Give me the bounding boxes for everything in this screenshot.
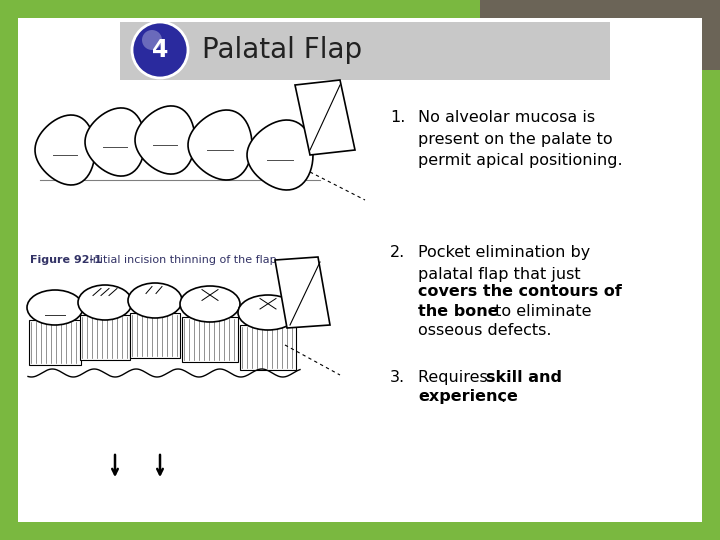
Ellipse shape — [180, 286, 240, 322]
Ellipse shape — [78, 285, 132, 320]
Text: Requires: Requires — [418, 370, 493, 385]
Text: Pocket elimination by
palatal flap that just: Pocket elimination by palatal flap that … — [418, 245, 590, 281]
Text: 2.: 2. — [390, 245, 405, 260]
Bar — [29, 320, 81, 365]
Text: to eliminate: to eliminate — [490, 303, 592, 319]
FancyBboxPatch shape — [120, 22, 610, 80]
Circle shape — [132, 22, 188, 78]
Circle shape — [142, 30, 162, 50]
Text: covers the contours of: covers the contours of — [418, 284, 622, 299]
Text: .: . — [500, 389, 505, 404]
Text: 3.: 3. — [390, 370, 405, 385]
Bar — [182, 317, 238, 362]
Text: experience: experience — [418, 389, 518, 404]
Text: the bone: the bone — [418, 303, 499, 319]
Polygon shape — [35, 115, 95, 185]
Text: Figure 92-1: Figure 92-1 — [30, 255, 102, 265]
Ellipse shape — [27, 290, 83, 325]
Bar — [130, 313, 180, 358]
Text: osseous defects.: osseous defects. — [418, 323, 552, 338]
Polygon shape — [295, 80, 355, 155]
Text: Initial incision thinning of the flap.: Initial incision thinning of the flap. — [86, 255, 280, 265]
Ellipse shape — [128, 283, 182, 318]
Polygon shape — [275, 257, 330, 328]
Bar — [80, 315, 130, 360]
Text: 4: 4 — [152, 38, 168, 62]
Text: 1.: 1. — [390, 110, 405, 125]
Ellipse shape — [238, 295, 298, 330]
Polygon shape — [247, 120, 313, 190]
Bar — [240, 325, 296, 370]
Polygon shape — [135, 106, 195, 174]
Polygon shape — [188, 110, 252, 180]
Bar — [480, 0, 720, 70]
Polygon shape — [85, 108, 145, 176]
Text: Palatal Flap: Palatal Flap — [202, 36, 362, 64]
Text: skill and: skill and — [486, 370, 562, 385]
Text: No alveolar mucosa is
present on the palate to
permit apical positioning.: No alveolar mucosa is present on the pal… — [418, 110, 623, 168]
